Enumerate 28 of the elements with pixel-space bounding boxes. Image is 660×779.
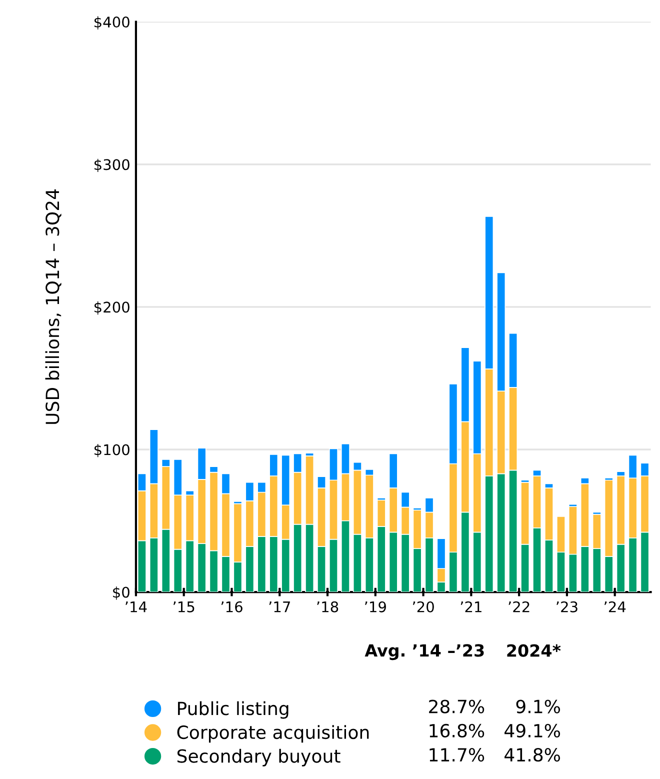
- x-tick-label: ’16: [221, 601, 242, 612]
- y-tick-label: $400: [94, 16, 130, 30]
- text: 28.7%: [429, 700, 484, 714]
- text: 2024*: [507, 644, 561, 657]
- text: 9.1%: [516, 700, 560, 714]
- text: 41.8%: [504, 748, 560, 762]
- y-tick-label: $100: [94, 444, 130, 458]
- x-tick-label: ’20: [412, 601, 434, 612]
- x-tick-label: ’17: [269, 602, 290, 612]
- x-tick-label: ’15: [174, 602, 194, 612]
- legend-label: Corporate acquisition: [177, 725, 369, 743]
- y-tick-label: $0: [113, 586, 130, 600]
- text: Avg. ’14 –’23: [364, 644, 484, 660]
- x-tick-label: ’23: [556, 601, 578, 612]
- x-tick-label: ’18: [317, 601, 338, 612]
- x-tick-label: ’22: [508, 601, 530, 612]
- x-tick-label: ’19: [365, 601, 386, 612]
- x-tick-label: ’14: [126, 602, 147, 612]
- x-tick-label: ’24: [604, 601, 626, 612]
- x-tick-label: ’21: [460, 601, 482, 612]
- legend-label: Secondary buyout: [177, 748, 340, 766]
- legend-label: Public listing: [178, 701, 288, 719]
- text: 11.7%: [430, 748, 484, 762]
- text: 49.1%: [504, 724, 560, 738]
- y-axis-title: USD billions, 1Q14 – 3Q24: [45, 189, 62, 424]
- y-tick-label: $200: [94, 301, 130, 315]
- text: 16.8%: [430, 724, 484, 738]
- y-tick-label: $300: [94, 158, 130, 172]
